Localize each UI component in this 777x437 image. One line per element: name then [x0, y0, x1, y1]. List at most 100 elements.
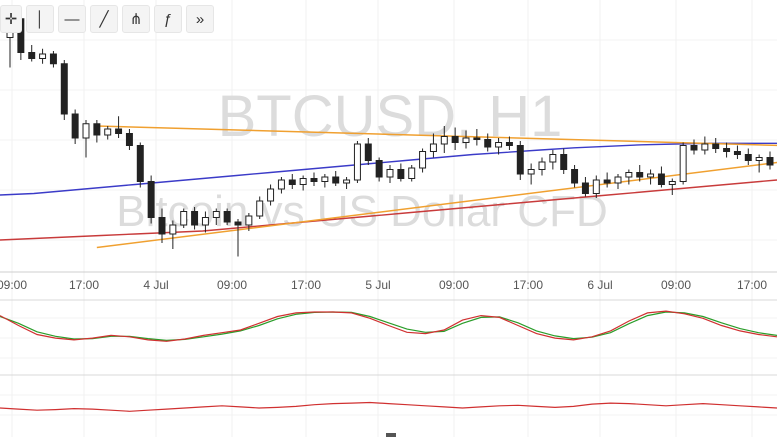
candle-body	[169, 224, 177, 235]
candle	[592, 175, 600, 198]
candle	[115, 116, 123, 138]
crosshair-icon: ✛	[4, 11, 18, 28]
candle	[657, 166, 665, 188]
candle	[49, 51, 57, 68]
x-tick-label: 17:00	[513, 278, 543, 292]
candle-body	[60, 63, 68, 115]
candle-body	[310, 178, 318, 182]
candle-body	[516, 145, 524, 175]
candle	[733, 145, 741, 159]
candle	[712, 138, 720, 153]
candle	[581, 177, 589, 197]
candle	[71, 109, 79, 144]
candle	[386, 165, 394, 183]
scroll-marker[interactable]	[386, 433, 396, 437]
candle	[288, 174, 296, 189]
pitchfork-icon: ⋔	[129, 11, 143, 28]
candle-body	[495, 142, 503, 148]
candle-body	[343, 179, 351, 184]
candle-body	[690, 145, 698, 151]
fib-tool[interactable]: ƒ	[154, 5, 182, 33]
trend-line-tool[interactable]: ╱	[90, 5, 118, 33]
candle	[473, 129, 481, 146]
more-tools-button[interactable]: »	[186, 5, 214, 33]
candle-body	[158, 217, 166, 235]
trend-lines[interactable]	[96, 125, 777, 249]
candle	[158, 208, 166, 243]
horizontal-line-tool[interactable]: —	[58, 5, 86, 33]
candle-body	[386, 169, 394, 178]
candle	[353, 141, 361, 183]
candle	[462, 130, 470, 149]
candle	[82, 120, 90, 158]
candle-body	[256, 200, 264, 217]
candle	[701, 136, 709, 155]
candle	[343, 177, 351, 189]
candle	[93, 120, 101, 143]
candle	[766, 151, 774, 170]
candle-body	[71, 113, 79, 139]
candle	[560, 148, 568, 174]
candle-body	[82, 123, 90, 139]
trend-line	[96, 125, 777, 147]
fib-icon: ƒ	[163, 10, 173, 28]
candle	[180, 208, 188, 228]
candle-body	[560, 154, 568, 170]
candle	[212, 208, 220, 225]
x-tick-label: 4 Jul	[143, 278, 168, 292]
candle-body	[527, 169, 535, 175]
candle-body	[614, 176, 622, 184]
candle-body	[147, 181, 155, 218]
drawing-toolbar: ✛ │ — ╱ ⋔ ƒ »	[0, 0, 230, 38]
candle-body	[451, 136, 459, 143]
candle	[419, 148, 427, 173]
candle	[267, 184, 275, 206]
candle	[245, 213, 253, 231]
candle-body	[201, 217, 209, 226]
x-tick-label: 09:00	[661, 278, 691, 292]
candle	[679, 142, 687, 185]
candle-body	[538, 161, 546, 170]
candle	[397, 163, 405, 182]
candle	[527, 163, 535, 185]
candle-body	[212, 211, 220, 218]
moving-averages	[0, 142, 777, 241]
x-tick-label: 5 Jul	[365, 278, 390, 292]
candle-body	[429, 143, 437, 152]
moving-average-red	[0, 179, 777, 241]
candle	[234, 219, 242, 257]
candle	[440, 126, 448, 153]
moving-average-blue	[0, 142, 777, 196]
candle-body	[657, 173, 665, 185]
candle	[169, 220, 177, 249]
candle-body	[299, 178, 307, 185]
candle-body	[39, 53, 47, 59]
candle	[549, 150, 557, 170]
candle-body	[277, 179, 285, 190]
candle-body	[104, 128, 112, 136]
candle	[571, 165, 579, 188]
candle-body	[234, 221, 242, 226]
candle	[429, 133, 437, 158]
candle-body	[93, 123, 101, 136]
candle	[310, 172, 318, 186]
x-tick-label: 09:00	[439, 278, 469, 292]
candle	[614, 174, 622, 189]
candle-body	[744, 154, 752, 161]
crosshair-tool[interactable]: ✛	[0, 5, 22, 33]
x-tick-label: 09:00	[217, 278, 247, 292]
candle-body	[353, 143, 361, 181]
candle	[223, 208, 231, 225]
vertical-line-tool[interactable]: │	[26, 5, 54, 33]
candle-body	[733, 151, 741, 155]
candle	[60, 60, 68, 120]
candle-body	[647, 173, 655, 178]
candle-body	[408, 167, 416, 179]
stochastic-pane	[0, 310, 777, 342]
candle-body	[125, 133, 133, 146]
candle-body	[592, 179, 600, 194]
pitchfork-tool[interactable]: ⋔	[122, 5, 150, 33]
